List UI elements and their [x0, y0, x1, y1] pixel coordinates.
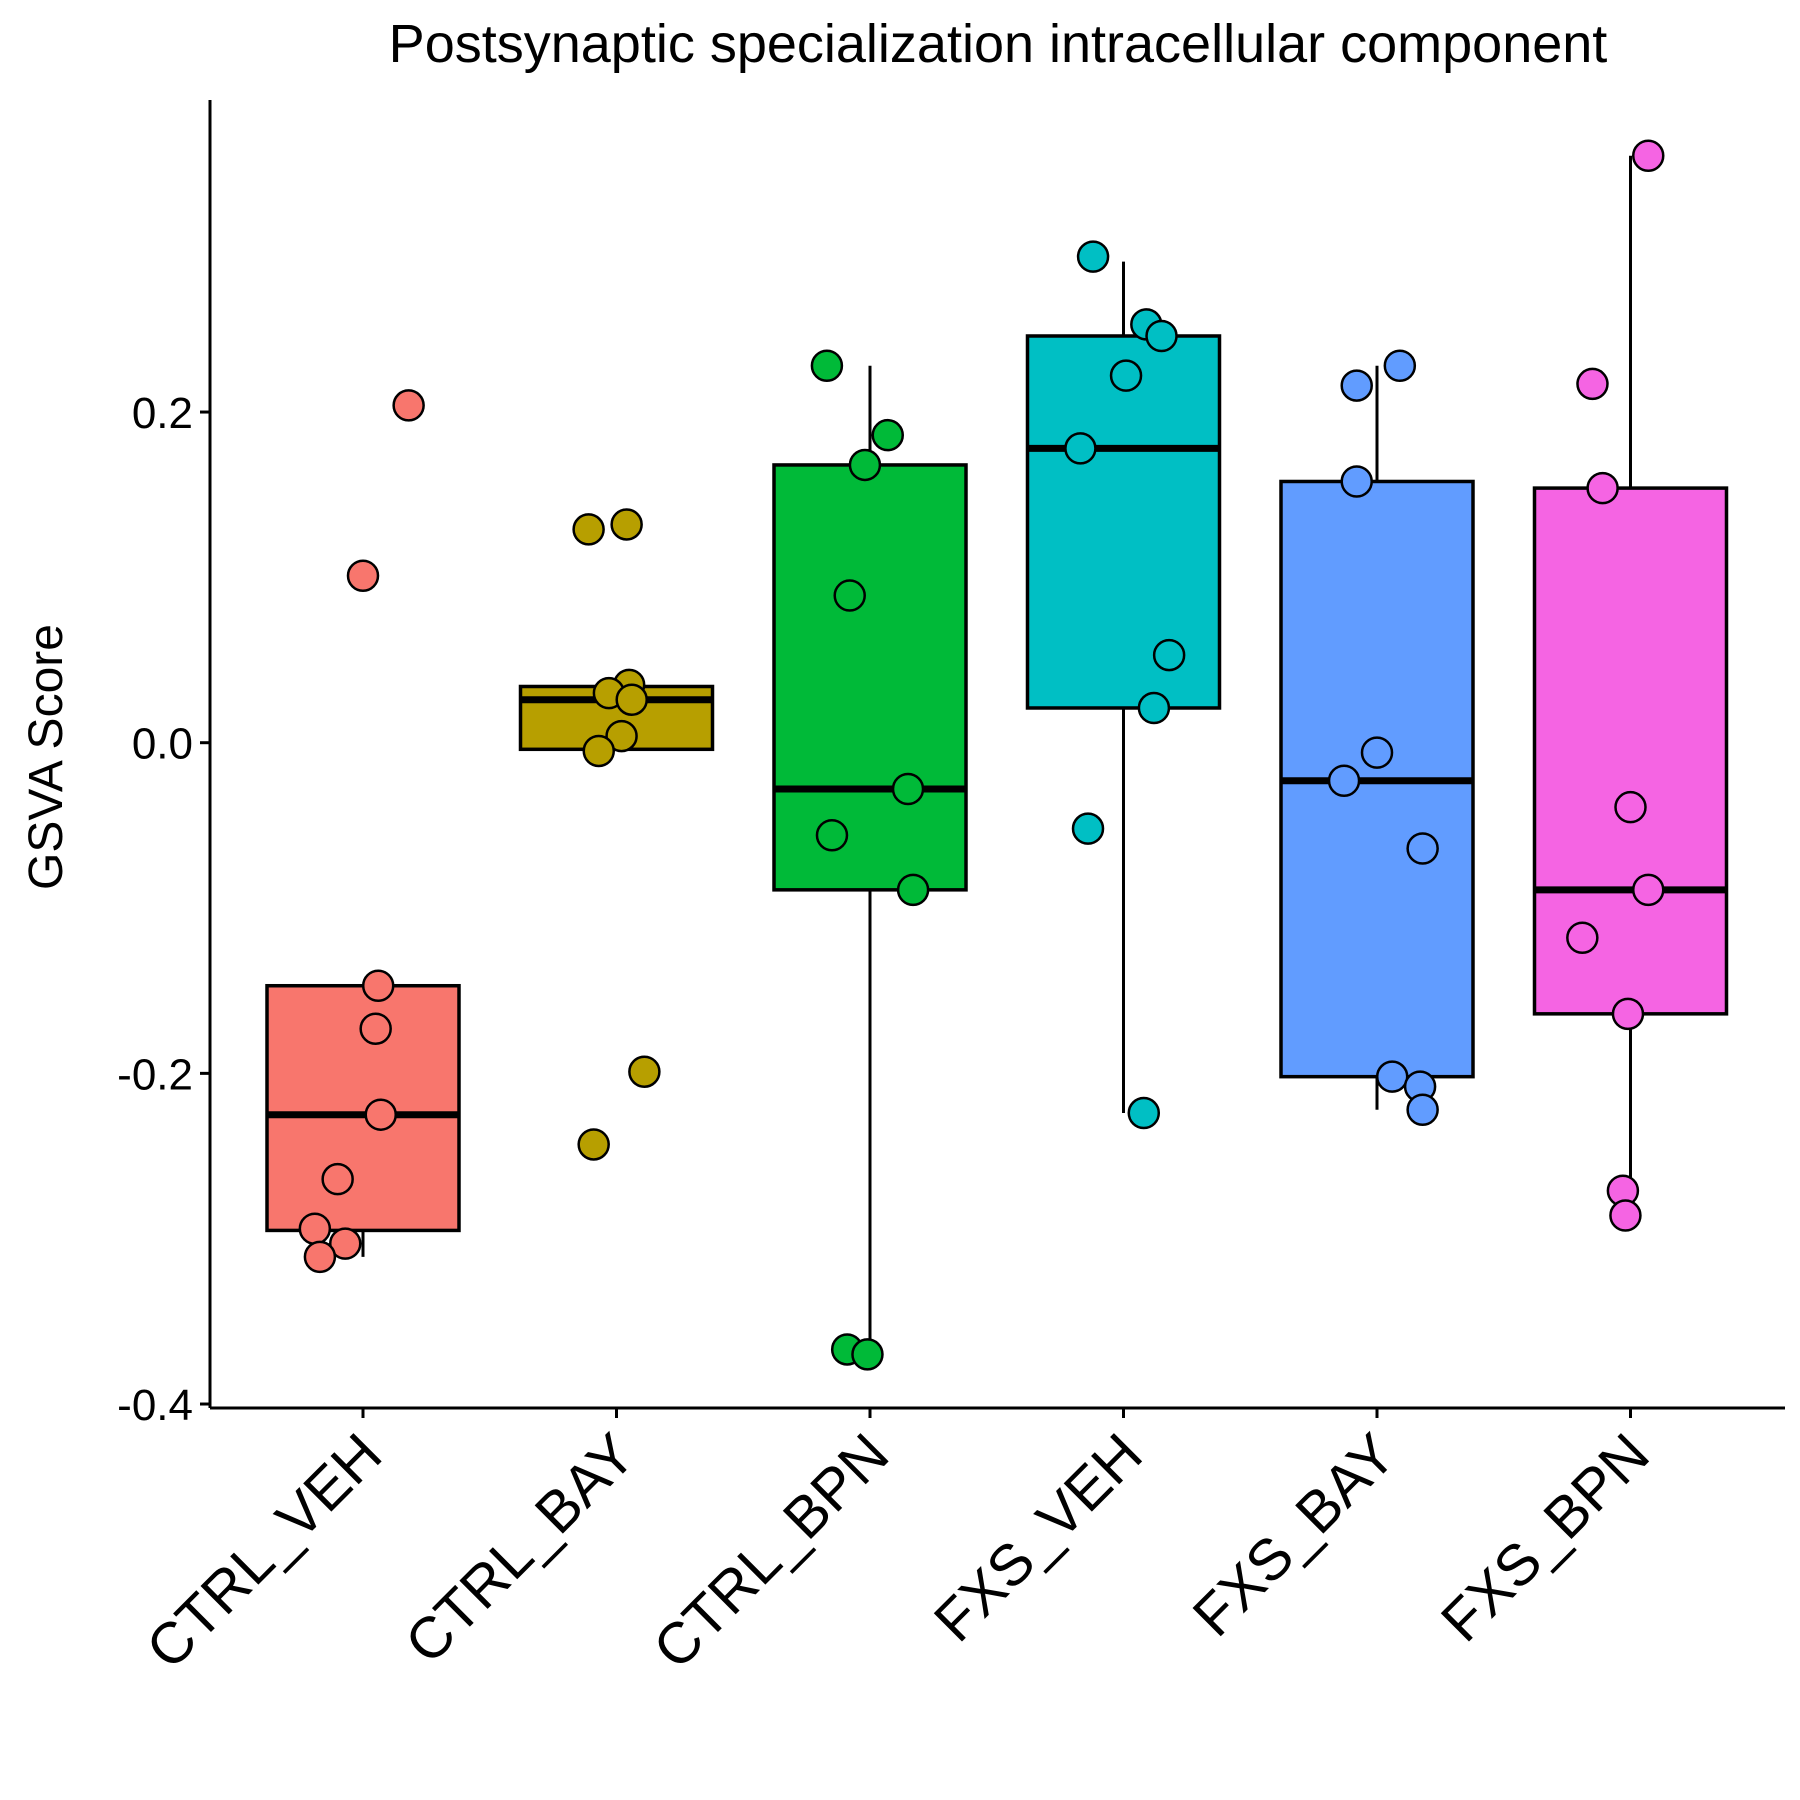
- data-point: [615, 683, 648, 716]
- y-axis-label: GSVA Score: [20, 624, 73, 890]
- data-point: [321, 1162, 354, 1196]
- data-point: [298, 1212, 332, 1246]
- points-fxs-bpn: [1566, 139, 1665, 1232]
- points-ctrl-bpn: [810, 349, 930, 1371]
- data-point: [1611, 997, 1645, 1031]
- group-fxs-bpn: [1532, 155, 1729, 1213]
- data-point: [1071, 812, 1105, 845]
- data-point: [1360, 736, 1394, 769]
- data-point: [1614, 790, 1647, 824]
- y-tick-label: 0.0: [132, 720, 193, 769]
- data-point: [1327, 764, 1361, 797]
- data-point: [392, 389, 425, 422]
- data-point: [1566, 921, 1599, 955]
- data-point: [1631, 873, 1665, 907]
- chart-title: Postsynaptic specialization intracellula…: [389, 14, 1608, 74]
- data-point: [896, 873, 930, 907]
- data-point: [1406, 832, 1439, 865]
- y-tick-label: -0.2: [117, 1050, 193, 1099]
- data-point: [1137, 691, 1171, 725]
- data-point: [1109, 359, 1143, 392]
- group-ctrl-bpn: [772, 365, 968, 1355]
- box-iqr: [1025, 334, 1222, 710]
- data-point: [359, 1012, 392, 1045]
- x-tick-label: FXS_VEH: [922, 1421, 1155, 1654]
- data-point: [1152, 638, 1186, 672]
- data-point: [848, 448, 882, 482]
- points-ctrl-bay: [572, 508, 661, 1161]
- box-iqr: [1532, 486, 1729, 1016]
- data-point: [1340, 369, 1373, 402]
- data-point: [329, 1227, 362, 1260]
- data-point: [815, 819, 849, 852]
- data-point: [833, 579, 866, 612]
- data-point: [1383, 349, 1417, 382]
- group-fxs-bay: [1279, 365, 1475, 1110]
- x-tick-label: FXS_BPN: [1429, 1421, 1662, 1654]
- data-point: [891, 772, 925, 806]
- y-tick-label: 0.2: [132, 389, 193, 438]
- plot-area: [265, 139, 1729, 1371]
- points-fxs-bay: [1327, 349, 1439, 1126]
- y-tick-label: -0.4: [117, 1381, 193, 1430]
- data-point: [1576, 367, 1609, 401]
- data-point: [361, 969, 395, 1002]
- group-fxs-veh: [1025, 261, 1222, 1114]
- data-point: [1586, 471, 1619, 505]
- x-tick-label: FXS_BAY: [1181, 1421, 1409, 1649]
- data-point: [810, 349, 844, 382]
- data-point: [364, 1098, 397, 1131]
- data-point: [1340, 465, 1373, 498]
- data-point: [346, 559, 380, 592]
- data-point: [605, 719, 638, 753]
- data-point: [851, 1338, 884, 1371]
- data-point: [1609, 1199, 1642, 1232]
- data-point: [1631, 139, 1665, 173]
- points-ctrl-veh: [298, 389, 425, 1274]
- data-point: [628, 1055, 661, 1088]
- data-point: [1064, 432, 1097, 465]
- data-point: [1375, 1060, 1409, 1093]
- points-fxs-veh: [1064, 240, 1186, 1130]
- data-point: [582, 734, 616, 768]
- box-iqr: [772, 463, 968, 892]
- data-point: [871, 418, 904, 452]
- data-point: [577, 1128, 610, 1161]
- y-axis: -0.4 -0.2 0.0 0.2: [117, 100, 212, 1430]
- data-point: [610, 508, 643, 541]
- data-point: [303, 1240, 337, 1274]
- data-point: [572, 513, 605, 546]
- x-tick-label: CTRL_BAY: [393, 1421, 648, 1676]
- data-point: [1127, 1096, 1161, 1130]
- data-point: [1145, 319, 1178, 353]
- x-tick-label: CTRL_BPN: [641, 1421, 901, 1681]
- x-tick-label: CTRL_VEH: [134, 1421, 394, 1681]
- data-point: [1076, 240, 1110, 273]
- data-point: [1406, 1093, 1439, 1126]
